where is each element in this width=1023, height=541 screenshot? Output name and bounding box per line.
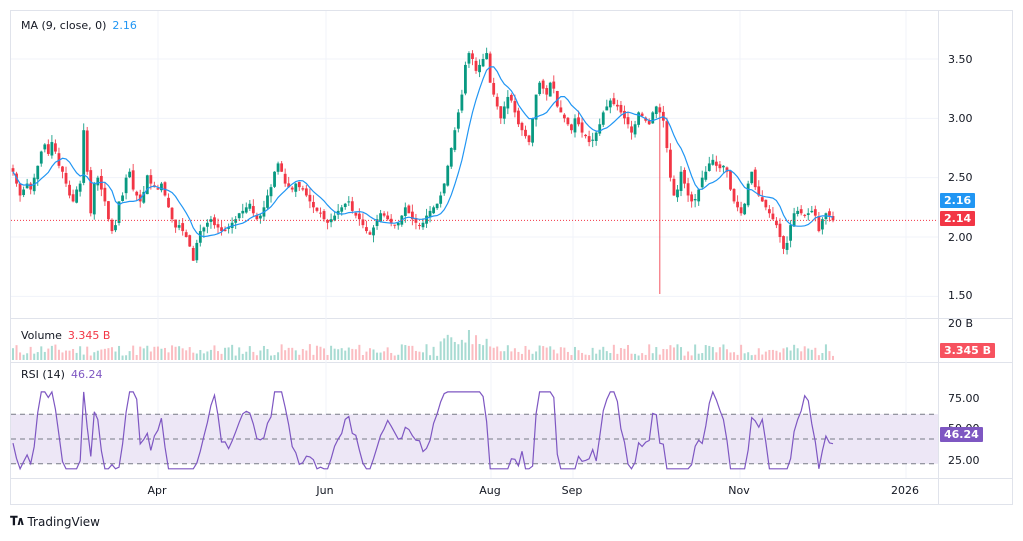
volume-tag: 3.345 B bbox=[940, 343, 996, 358]
price-tick-3-00: 3.00 bbox=[948, 112, 973, 125]
pane-separator-price-volume[interactable] bbox=[11, 318, 1012, 319]
candles bbox=[11, 47, 835, 294]
time-label-jun: Jun bbox=[316, 484, 334, 497]
last-price-tag: 2.14 bbox=[940, 211, 976, 226]
rsi-legend[interactable]: RSI (14) 46.24 bbox=[21, 368, 102, 381]
ma-price-tag: 2.16 bbox=[940, 193, 976, 208]
time-label-sep: Sep bbox=[561, 484, 583, 497]
tradingview-logo-text: TradingView bbox=[27, 514, 100, 529]
volume-tick-20b: 20 B bbox=[948, 317, 974, 330]
volume-legend[interactable]: Volume 3.345 B bbox=[21, 329, 110, 342]
volume-legend-value: 3.345 B bbox=[67, 329, 111, 342]
time-label-2026: 2026 bbox=[891, 484, 919, 497]
price-axis-separator bbox=[938, 11, 939, 504]
time-axis-separator bbox=[11, 478, 1012, 479]
ma-legend-label: MA (9, close, 0) bbox=[21, 19, 107, 32]
rsi-line bbox=[12, 390, 834, 471]
price-tick-3-50: 3.50 bbox=[948, 53, 973, 66]
price-tick-2-50: 2.50 bbox=[948, 171, 973, 184]
rsi-tag: 46.24 bbox=[940, 427, 983, 442]
time-label-nov: Nov bbox=[728, 484, 750, 497]
ma-legend[interactable]: MA (9, close, 0) 2.16 bbox=[21, 19, 137, 32]
pane-separator-volume-rsi[interactable] bbox=[11, 362, 1012, 363]
volume-legend-label: Volume bbox=[21, 329, 62, 342]
chart-canvas[interactable] bbox=[11, 11, 1012, 504]
rsi-tick-25: 25.00 bbox=[948, 454, 980, 467]
price-tick-1-50: 1.50 bbox=[948, 289, 973, 302]
chart-frame: MA (9, close, 0) 2.16 Volume 3.345 B RSI (… bbox=[10, 10, 1013, 505]
tradingview-logo[interactable]: 𝐓∧ TradingView bbox=[10, 514, 100, 529]
tradingview-logo-icon: 𝐓∧ bbox=[10, 514, 26, 528]
price-tick-2-00: 2.00 bbox=[948, 231, 973, 244]
rsi-tick-75: 75.00 bbox=[948, 392, 980, 405]
rsi-legend-label: RSI (14) bbox=[21, 368, 65, 381]
time-label-apr: Apr bbox=[147, 484, 167, 497]
volume-bars bbox=[12, 330, 834, 360]
ma-legend-value: 2.16 bbox=[112, 19, 137, 32]
rsi-legend-value: 46.24 bbox=[70, 368, 103, 381]
ma-line bbox=[12, 66, 834, 238]
time-label-aug: Aug bbox=[479, 484, 501, 497]
